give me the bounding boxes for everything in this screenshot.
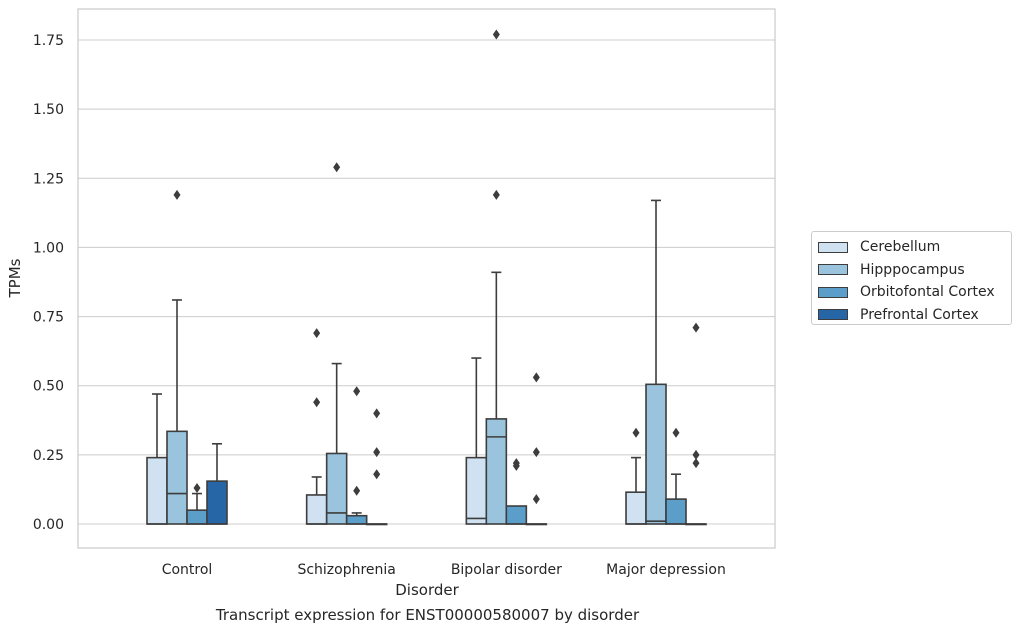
outlier-point bbox=[672, 427, 680, 438]
legend-item: Cerebellum bbox=[818, 236, 1005, 259]
outlier-point bbox=[692, 322, 700, 333]
outlier-point bbox=[353, 485, 361, 496]
box-body bbox=[206, 480, 228, 525]
box-prefrontal-cortex bbox=[685, 322, 707, 526]
box-body bbox=[166, 430, 188, 525]
plot-frame bbox=[77, 8, 776, 549]
y-tick-label: 1.50 bbox=[33, 102, 64, 118]
box-hipppocampus bbox=[485, 29, 508, 525]
outlier-point bbox=[373, 469, 381, 480]
outlier-point bbox=[373, 408, 381, 419]
legend: Cerebellum Hipppocampus Orbitofontal Corte… bbox=[811, 231, 1012, 325]
box-orbitofontal-cortex bbox=[665, 427, 687, 525]
box-prefrontal-cortex bbox=[365, 408, 388, 526]
outlier-point bbox=[313, 397, 321, 408]
gridlines bbox=[78, 39, 775, 525]
y-tick-label: 0.50 bbox=[33, 379, 64, 395]
outlier-point bbox=[532, 494, 540, 505]
y-tick-label: 1.25 bbox=[33, 171, 64, 187]
y-tick-label: 1.00 bbox=[33, 240, 64, 256]
legend-swatch bbox=[818, 309, 848, 321]
y-tick-label: 0.75 bbox=[33, 310, 64, 326]
box-body bbox=[505, 505, 528, 525]
box-prefrontal-cortex bbox=[206, 442, 228, 525]
outlier-point bbox=[492, 29, 500, 40]
outlier-point bbox=[492, 189, 500, 200]
y-axis-label: TPMs bbox=[6, 258, 24, 298]
x-tick-label: Bipolar disorder bbox=[451, 562, 562, 578]
x-tick-label: Schizophrenia bbox=[297, 562, 395, 578]
y-tick-label: 1.75 bbox=[33, 33, 64, 49]
box-body bbox=[625, 491, 647, 525]
outlier-point bbox=[532, 447, 540, 458]
y-axis-ticks: 0.00 0.25 0.50 0.75 1.00 1.25 1.50 1.75 bbox=[33, 33, 64, 533]
legend-label: Cerebellum bbox=[860, 239, 941, 256]
box-body bbox=[146, 456, 168, 525]
x-axis-label: Disorder bbox=[395, 581, 459, 599]
x-tick-label: Major depression bbox=[606, 562, 726, 578]
box-body bbox=[465, 456, 488, 525]
legend-item: Prefrontal Cortex bbox=[818, 304, 1005, 327]
outlier-point bbox=[333, 162, 341, 173]
box-body bbox=[305, 494, 328, 525]
outlier-point bbox=[632, 427, 640, 438]
legend-swatch bbox=[818, 264, 848, 276]
box-prefrontal-cortex bbox=[525, 372, 548, 526]
box-cerebellum bbox=[305, 328, 328, 525]
outlier-point bbox=[173, 189, 181, 200]
box-hipppocampus bbox=[166, 189, 188, 525]
box-cerebellum bbox=[625, 427, 647, 525]
box-orbitofontal-cortex bbox=[345, 386, 368, 525]
box-cerebellum bbox=[465, 357, 488, 525]
box-body bbox=[645, 383, 667, 525]
box-body bbox=[345, 514, 368, 525]
box-hipppocampus bbox=[645, 199, 667, 525]
outlier-point bbox=[193, 483, 201, 494]
outlier-point bbox=[373, 447, 381, 458]
outlier-point bbox=[692, 458, 700, 469]
legend-label: Prefrontal Cortex bbox=[860, 306, 979, 323]
legend-label: Hipppocampus bbox=[860, 261, 965, 278]
y-tick-label: 0.00 bbox=[33, 517, 64, 533]
box-body bbox=[325, 452, 348, 525]
box-body bbox=[485, 418, 508, 525]
chart-title: Transcript expression for ENST0000058000… bbox=[215, 606, 640, 624]
box-orbitofontal-cortex bbox=[505, 458, 528, 525]
outlier-point bbox=[532, 372, 540, 383]
box-cerebellum bbox=[146, 393, 168, 525]
legend-label: Orbitofontal Cortex bbox=[860, 284, 995, 301]
legend-item: Hipppocampus bbox=[818, 259, 1005, 282]
box-body bbox=[186, 509, 208, 525]
outlier-point bbox=[512, 458, 520, 469]
legend-item: Orbitofontal Cortex bbox=[818, 281, 1005, 304]
box-hipppocampus bbox=[325, 162, 348, 525]
box-orbitofontal-cortex bbox=[186, 483, 208, 525]
outlier-point bbox=[692, 449, 700, 460]
x-axis-ticks: Control Schizophrenia Bipolar disorder Majo… bbox=[162, 562, 726, 578]
boxes bbox=[146, 29, 707, 526]
legend-swatch bbox=[818, 241, 848, 253]
legend-swatch bbox=[818, 286, 848, 298]
outlier-point bbox=[353, 386, 361, 397]
box-body bbox=[665, 498, 687, 525]
x-tick-label: Control bbox=[162, 562, 213, 578]
outlier-point bbox=[313, 328, 321, 339]
y-tick-label: 0.25 bbox=[33, 448, 64, 464]
